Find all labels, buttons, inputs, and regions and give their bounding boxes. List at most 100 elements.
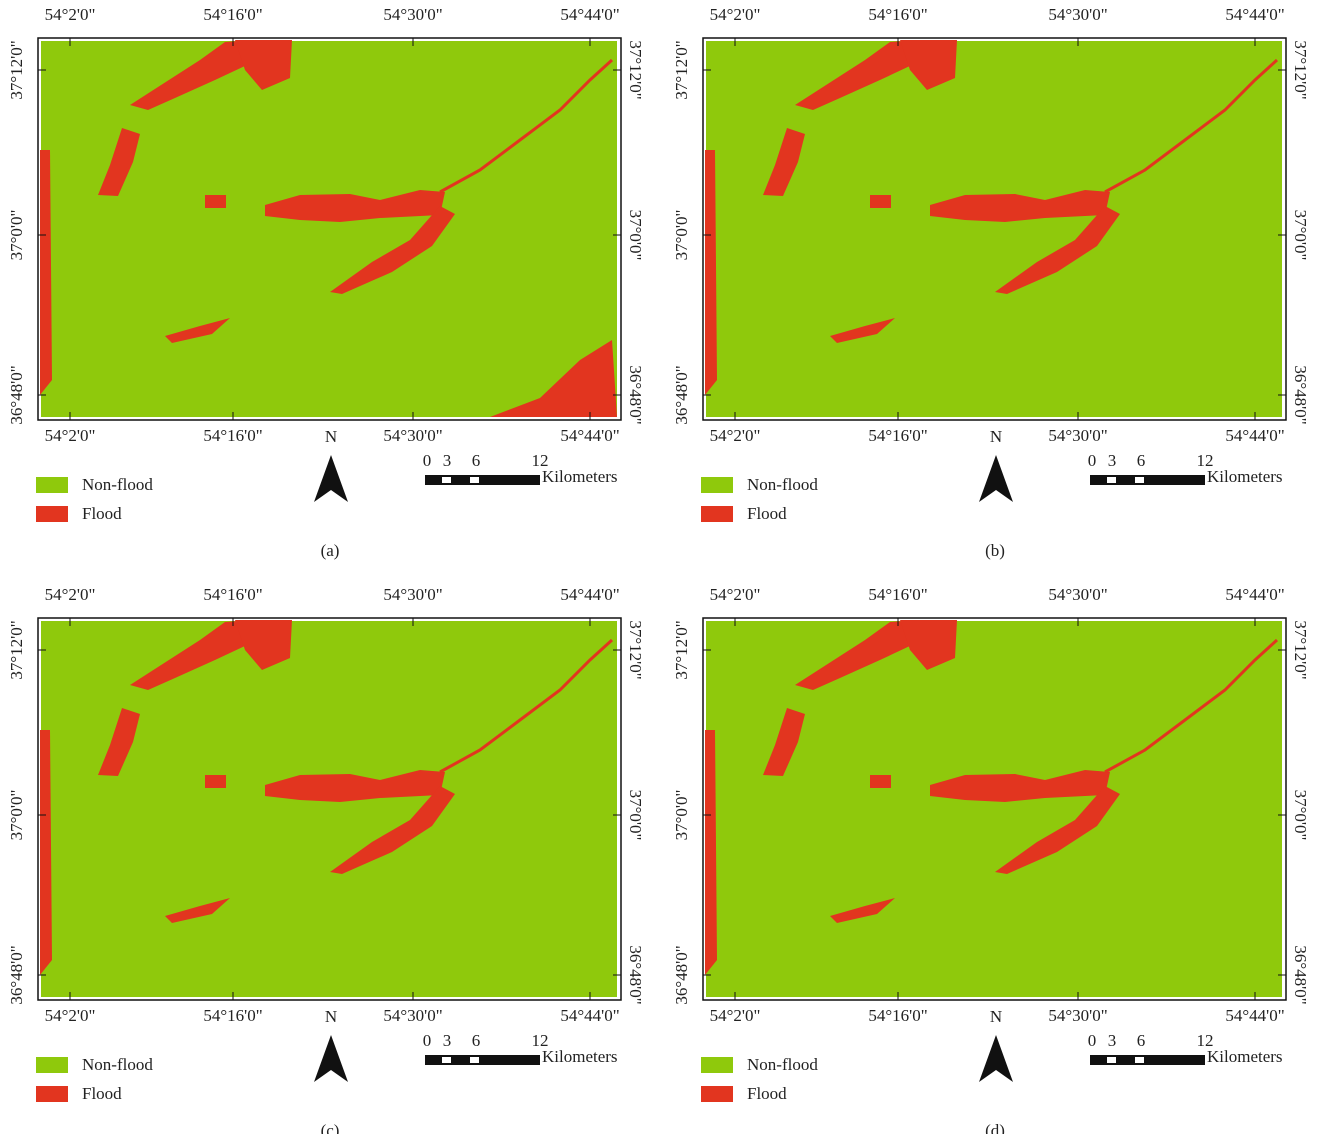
scale-unit: Kilometers [1207,1047,1283,1066]
left-coordinate-label: 37°12'0" [7,620,26,679]
flood-river [1104,58,1279,194]
scale-number: 6 [472,451,481,470]
flood-area [265,190,445,222]
flood-area [490,340,617,417]
flood-area [330,786,455,874]
left-coordinate-label: 37°0'0" [7,790,26,841]
top-coordinate-label: 54°30'0" [383,585,442,604]
scale-number: 0 [1088,451,1097,470]
flood-area [930,190,1110,222]
flood-area [265,770,445,802]
scale-number: 3 [443,451,452,470]
top-coordinate-label: 54°2'0" [710,585,761,604]
legend-swatch [701,477,733,493]
bottom-coordinate-label: 54°2'0" [710,426,761,445]
legend-swatch [701,1086,733,1102]
legend-label: Non-flood [747,1055,818,1074]
scale-number: 0 [1088,1031,1097,1050]
flood-area [870,775,891,788]
scale-number: 12 [532,451,549,470]
top-coordinate-label: 54°16'0" [868,5,927,24]
scale-bar-gap [1107,1057,1116,1063]
top-coordinate-label: 54°44'0" [560,5,619,24]
scale-number: 3 [443,1031,452,1050]
scale-bar-gap [1135,477,1144,483]
right-coordinate-label: 37°12'0" [626,40,645,99]
panel-caption: (d) [985,1121,1005,1134]
scale-unit: Kilometers [542,1047,618,1066]
north-label: N [325,427,337,446]
flood-area [98,708,140,776]
scale-bar [1090,1055,1205,1065]
scale-number: 12 [1197,1031,1214,1050]
flood-area [40,150,52,395]
flood-area [205,775,226,788]
top-coordinate-label: 54°2'0" [45,5,96,24]
non-flood-area [706,41,1282,417]
top-coordinate-label: 54°16'0" [203,5,262,24]
top-coordinate-label: 54°30'0" [383,5,442,24]
scale-number: 12 [532,1031,549,1050]
flood-river [439,58,614,194]
flood-area [763,708,805,776]
scale-number: 3 [1108,451,1117,470]
left-coordinate-label: 36°48'0" [7,365,26,424]
flood-area [795,620,927,690]
flood-area [900,620,957,670]
scale-bar-gap [442,1057,451,1063]
bottom-coordinate-label: 54°2'0" [45,426,96,445]
flood-area [795,40,927,110]
flood-river [1104,638,1279,774]
scale-number: 0 [423,1031,432,1050]
bottom-coordinate-label: 54°2'0" [45,1006,96,1025]
north-arrow [979,455,1013,502]
bottom-coordinate-label: 54°30'0" [383,1006,442,1025]
map-panel: 54°2'0" 54°2'0" 54°16'0" 54°16'0" 54°30'0" 54… [7,5,645,560]
flood-area [705,730,717,975]
non-flood-area [41,41,617,417]
right-coordinate-label: 37°0'0" [1291,790,1310,841]
bottom-coordinate-label: 54°30'0" [1048,426,1107,445]
flood-area [830,898,895,923]
right-coordinate-label: 36°48'0" [626,365,645,424]
top-coordinate-label: 54°2'0" [45,585,96,604]
scale-number: 12 [1197,451,1214,470]
bottom-coordinate-label: 54°30'0" [1048,1006,1107,1025]
legend-swatch [701,1057,733,1073]
scale-unit: Kilometers [542,467,618,486]
flood-area [705,150,717,395]
scale-bar-gap [1107,477,1116,483]
top-coordinate-label: 54°16'0" [203,585,262,604]
scale-unit: Kilometers [1207,467,1283,486]
legend-swatch [36,1086,68,1102]
map-panel: 54°2'0" 54°2'0" 54°16'0" 54°16'0" 54°30'0" 54… [672,585,1310,1134]
scale-bar [425,1055,540,1065]
bottom-coordinate-label: 54°16'0" [203,426,262,445]
top-coordinate-label: 54°44'0" [1225,5,1284,24]
legend-label: Flood [747,1084,787,1103]
legend-label: Non-flood [747,475,818,494]
flood-area [900,40,957,90]
top-coordinate-label: 54°44'0" [560,585,619,604]
flood-river [439,638,614,774]
legend-label: Flood [82,1084,122,1103]
bottom-coordinate-label: 54°16'0" [203,1006,262,1025]
left-coordinate-label: 36°48'0" [672,945,691,1004]
flood-area [235,620,292,670]
flood-area [870,195,891,208]
flood-area [235,40,292,90]
left-coordinate-label: 36°48'0" [7,945,26,1004]
right-coordinate-label: 37°0'0" [626,790,645,841]
flood-area [330,206,455,294]
bottom-coordinate-label: 54°16'0" [868,1006,927,1025]
flood-area [130,620,262,690]
scale-number: 0 [423,451,432,470]
legend-label: Non-flood [82,475,153,494]
flood-area [165,318,230,343]
right-coordinate-label: 36°48'0" [1291,365,1310,424]
bottom-coordinate-label: 54°16'0" [868,426,927,445]
bottom-coordinate-label: 54°2'0" [710,1006,761,1025]
top-coordinate-label: 54°16'0" [868,585,927,604]
